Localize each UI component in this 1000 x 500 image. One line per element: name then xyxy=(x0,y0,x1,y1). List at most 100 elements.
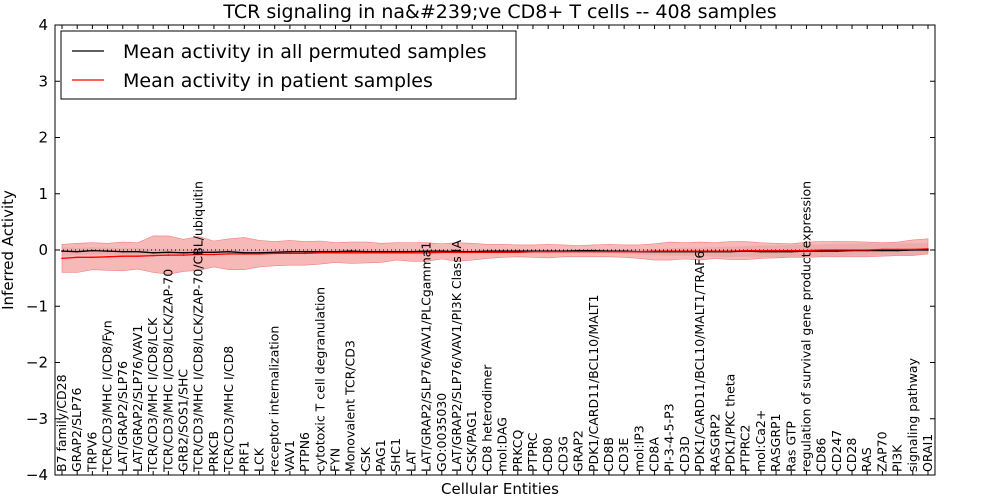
y-axis-ticks: −4 −3 −2 −1 0 1 2 3 4 xyxy=(26,16,935,484)
legend-box xyxy=(60,30,517,100)
point-mean-activity-in-patient-samples-5 xyxy=(137,255,139,257)
category-label: receptor internalization xyxy=(267,326,282,472)
y-axis-label: Inferred Activity xyxy=(0,190,17,310)
point-mean-activity-in-patient-samples-4 xyxy=(122,255,124,257)
category-label: ORAI1 xyxy=(920,434,935,472)
line-mean-activity-in-patient-samples xyxy=(61,248,929,260)
point-mean-activity-in-all-permuted-samples-8 xyxy=(182,252,185,254)
category-label: PTPRC2 xyxy=(738,425,753,472)
y-tick-label: 4 xyxy=(38,16,48,34)
point-mean-activity-in-all-permuted-samples-9 xyxy=(197,251,200,254)
point-mean-activity-in-all-permuted-samples-12 xyxy=(243,252,246,254)
point-mean-activity-in-patient-samples-11 xyxy=(228,253,230,255)
point-mean-activity-in-all-permuted-samples-28 xyxy=(486,250,489,252)
y-tick-label: −4 xyxy=(26,466,48,484)
category-label: CD3E xyxy=(616,438,631,472)
point-mean-activity-in-patient-samples-43 xyxy=(714,250,717,252)
point-mean-activity-in-patient-samples-46 xyxy=(760,249,762,252)
point-mean-activity-in-patient-samples-20 xyxy=(365,252,367,254)
point-mean-activity-in-patient-samples-9 xyxy=(197,253,200,256)
category-label: GO:0035030 xyxy=(434,393,449,472)
category-label: LAT/GRAP2/SLP76/VAV1/PLCgamma1 xyxy=(419,242,434,472)
category-label: CD3D xyxy=(677,436,692,472)
point-mean-activity-in-all-permuted-samples-11 xyxy=(228,250,230,253)
point-mean-activity-in-patient-samples-37 xyxy=(623,250,625,253)
category-label: PRF1 xyxy=(236,441,251,472)
point-mean-activity-in-patient-samples-25 xyxy=(441,251,443,254)
point-mean-activity-in-patient-samples-41 xyxy=(684,250,686,252)
y-tick-label: −3 xyxy=(26,410,48,428)
point-mean-activity-in-all-permuted-samples-57 xyxy=(927,249,929,251)
point-mean-activity-in-patient-samples-16 xyxy=(304,252,306,255)
point-mean-activity-in-patient-samples-33 xyxy=(562,250,565,253)
point-mean-activity-in-all-permuted-samples-21 xyxy=(380,250,382,253)
point-mean-activity-in-patient-samples-21 xyxy=(380,252,382,254)
point-mean-activity-in-patient-samples-53 xyxy=(866,249,868,251)
point-mean-activity-in-all-permuted-samples-17 xyxy=(319,250,322,253)
point-mean-activity-in-patient-samples-49 xyxy=(805,249,808,252)
category-label: LAT/GRAP2/SLP76 xyxy=(115,361,130,472)
category-label: CD247 xyxy=(829,430,844,472)
category-label: TCR/CD3/MHC I/CD8/LCK xyxy=(145,317,160,473)
y-tick-label: −1 xyxy=(26,297,48,315)
category-label: TRPV6 xyxy=(84,432,99,473)
point-mean-activity-in-all-permuted-samples-29 xyxy=(501,250,504,252)
point-mean-activity-in-patient-samples-0 xyxy=(61,257,63,260)
point-mean-activity-in-all-permuted-samples-2 xyxy=(91,249,94,252)
category-label: CD8A xyxy=(647,437,662,472)
point-mean-activity-in-all-permuted-samples-3 xyxy=(106,250,109,252)
category-label: LCK xyxy=(252,447,267,472)
category-label: CSK xyxy=(358,446,373,472)
point-mean-activity-in-all-permuted-samples-4 xyxy=(122,250,124,253)
series-lines xyxy=(61,248,929,260)
category-label: RAS xyxy=(859,447,874,472)
point-mean-activity-in-patient-samples-19 xyxy=(349,252,352,254)
point-mean-activity-in-all-permuted-samples-35 xyxy=(593,249,595,252)
point-mean-activity-in-patient-samples-27 xyxy=(471,251,474,254)
y-tick-label: 0 xyxy=(38,241,48,259)
category-label: TCR/CD3/MHC I/CD8 xyxy=(221,346,236,473)
point-mean-activity-in-patient-samples-42 xyxy=(699,250,701,252)
category-label: SHC1 xyxy=(388,438,403,472)
point-mean-activity-in-patient-samples-57 xyxy=(927,248,929,250)
x-axis-label: Cellular Entities xyxy=(441,480,559,498)
point-mean-activity-in-patient-samples-24 xyxy=(425,252,428,254)
point-mean-activity-in-patient-samples-35 xyxy=(593,250,595,253)
point-mean-activity-in-all-permuted-samples-47 xyxy=(775,250,777,253)
category-label: mol:Ca2+ xyxy=(753,410,768,472)
point-mean-activity-in-patient-samples-8 xyxy=(182,254,185,256)
point-mean-activity-in-all-permuted-samples-55 xyxy=(896,249,899,252)
category-label: signaling pathway xyxy=(905,357,920,472)
point-mean-activity-in-patient-samples-30 xyxy=(517,251,519,254)
point-mean-activity-in-all-permuted-samples-46 xyxy=(760,250,762,253)
category-label: CD8B xyxy=(601,437,616,472)
series-mean-activity-in-patient-samples xyxy=(61,248,929,260)
category-label: LAT/GRAP2/SLP76/VAV1 xyxy=(130,325,145,472)
point-mean-activity-in-patient-samples-3 xyxy=(106,255,109,258)
category-label: regulation of survival gene product expr… xyxy=(799,181,814,472)
category-label: PI3K xyxy=(890,444,905,472)
category-label: TCR/CD3/MHC I/CD8/LCK/ZAP-70/CBL/ubiquit… xyxy=(191,181,206,473)
point-mean-activity-in-all-permuted-samples-22 xyxy=(395,250,398,253)
category-label: PI-3-4-5-P3 xyxy=(662,403,677,472)
point-mean-activity-in-all-permuted-samples-14 xyxy=(273,251,276,254)
category-label: CSK/PAG1 xyxy=(464,410,479,472)
point-mean-activity-in-all-permuted-samples-6 xyxy=(152,252,154,254)
category-label: LAT/GRAP2/SLP76/VAV1/PI3K Class IA xyxy=(449,240,464,472)
chart-title: TCR signaling in na&#239;ve CD8+ T cells… xyxy=(222,1,776,23)
point-mean-activity-in-patient-samples-54 xyxy=(881,248,884,251)
point-mean-activity-in-patient-samples-23 xyxy=(410,252,413,254)
category-label: TCR/CD3/MHC I/CD8/Fyn xyxy=(100,320,115,473)
point-mean-activity-in-patient-samples-10 xyxy=(213,253,215,256)
point-mean-activity-in-patient-samples-51 xyxy=(836,249,838,251)
point-mean-activity-in-patient-samples-44 xyxy=(729,250,732,252)
point-mean-activity-in-patient-samples-47 xyxy=(775,249,777,252)
point-mean-activity-in-patient-samples-50 xyxy=(820,249,823,251)
category-label: GRAP2 xyxy=(571,430,586,472)
point-mean-activity-in-patient-samples-7 xyxy=(167,254,170,256)
point-mean-activity-in-all-permuted-samples-5 xyxy=(137,250,139,253)
point-mean-activity-in-all-permuted-samples-34 xyxy=(577,249,580,252)
legend: Mean activity in all permuted samples Me… xyxy=(60,30,517,100)
point-mean-activity-in-all-permuted-samples-16 xyxy=(304,250,306,253)
point-mean-activity-in-patient-samples-34 xyxy=(577,250,580,253)
